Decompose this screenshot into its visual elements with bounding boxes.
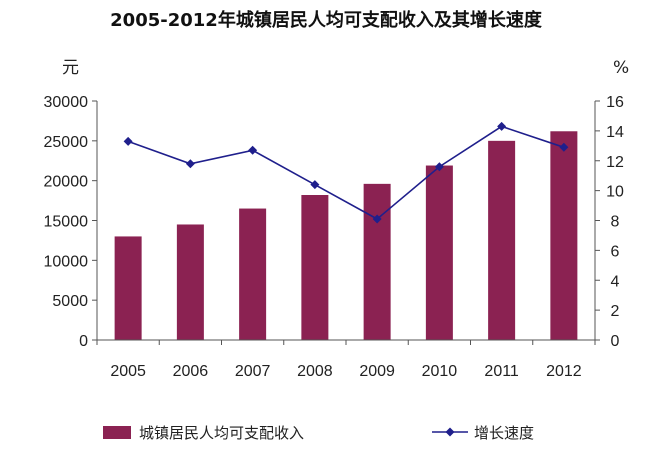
bar-2005 xyxy=(114,236,142,340)
growth-point-2006 xyxy=(185,159,195,169)
right-tick-label: 4 xyxy=(611,273,620,290)
bar-2009 xyxy=(363,183,391,340)
x-tick-label: 2011 xyxy=(484,363,519,380)
legend-bar-label: 城镇居民人均可支配收入 xyxy=(139,424,304,442)
legend: 城镇居民人均可支配收入 增长速度 xyxy=(103,424,534,442)
growth-point-2010 xyxy=(434,162,444,172)
x-tick-label: 2010 xyxy=(422,363,458,380)
bar-2011 xyxy=(488,140,516,340)
growth-point-2012 xyxy=(559,142,569,152)
right-tick-label: 10 xyxy=(606,184,624,201)
left-tick-label: 30000 xyxy=(44,94,89,111)
growth-point-2007 xyxy=(248,145,258,155)
legend-bar-swatch xyxy=(103,426,131,439)
left-tick-label: 10000 xyxy=(44,253,89,270)
right-axis-unit: % xyxy=(613,58,629,78)
right-tick-label: 2 xyxy=(611,303,620,320)
growth-line xyxy=(127,125,565,220)
growth-point-2008 xyxy=(310,180,320,190)
x-tick-label: 2009 xyxy=(359,363,395,380)
legend-line-marker xyxy=(445,427,455,437)
bar-2007 xyxy=(239,208,267,340)
bar-2010 xyxy=(425,165,453,340)
left-tick-label: 20000 xyxy=(44,174,89,191)
right-tick-label: 0 xyxy=(611,333,620,350)
x-tick-label: 2008 xyxy=(297,363,333,380)
bar-2006 xyxy=(176,224,204,340)
left-tick-label: 0 xyxy=(79,333,88,350)
legend-line-label: 增长速度 xyxy=(474,424,534,442)
x-tick-label: 2005 xyxy=(110,363,146,380)
left-tick-label: 5000 xyxy=(52,293,88,310)
bar-2008 xyxy=(301,195,329,340)
right-tick-label: 6 xyxy=(611,243,620,260)
right-tick-label: 8 xyxy=(611,214,620,231)
left-tick-label: 15000 xyxy=(44,214,89,231)
bar-2012 xyxy=(550,131,578,340)
right-tick-label: 14 xyxy=(606,124,624,141)
left-tick-label: 25000 xyxy=(44,134,89,151)
x-tick-label: 2006 xyxy=(173,363,209,380)
plot-area: 0 5000 10000 15000 20000 25000 30000 0 2 4 6 8 10 12 1… xyxy=(44,94,625,380)
growth-point-2011 xyxy=(497,121,507,131)
growth-point-2005 xyxy=(123,136,133,146)
growth-point-2009 xyxy=(372,214,382,224)
left-axis-unit: 元 xyxy=(62,58,79,78)
x-tick-label: 2012 xyxy=(546,363,582,380)
right-tick-label: 12 xyxy=(606,154,624,171)
x-tick-label: 2007 xyxy=(235,363,271,380)
right-tick-label: 16 xyxy=(606,94,624,111)
chart-title: 2005-2012年城镇居民人均可支配收入及其增长速度 xyxy=(110,9,543,31)
